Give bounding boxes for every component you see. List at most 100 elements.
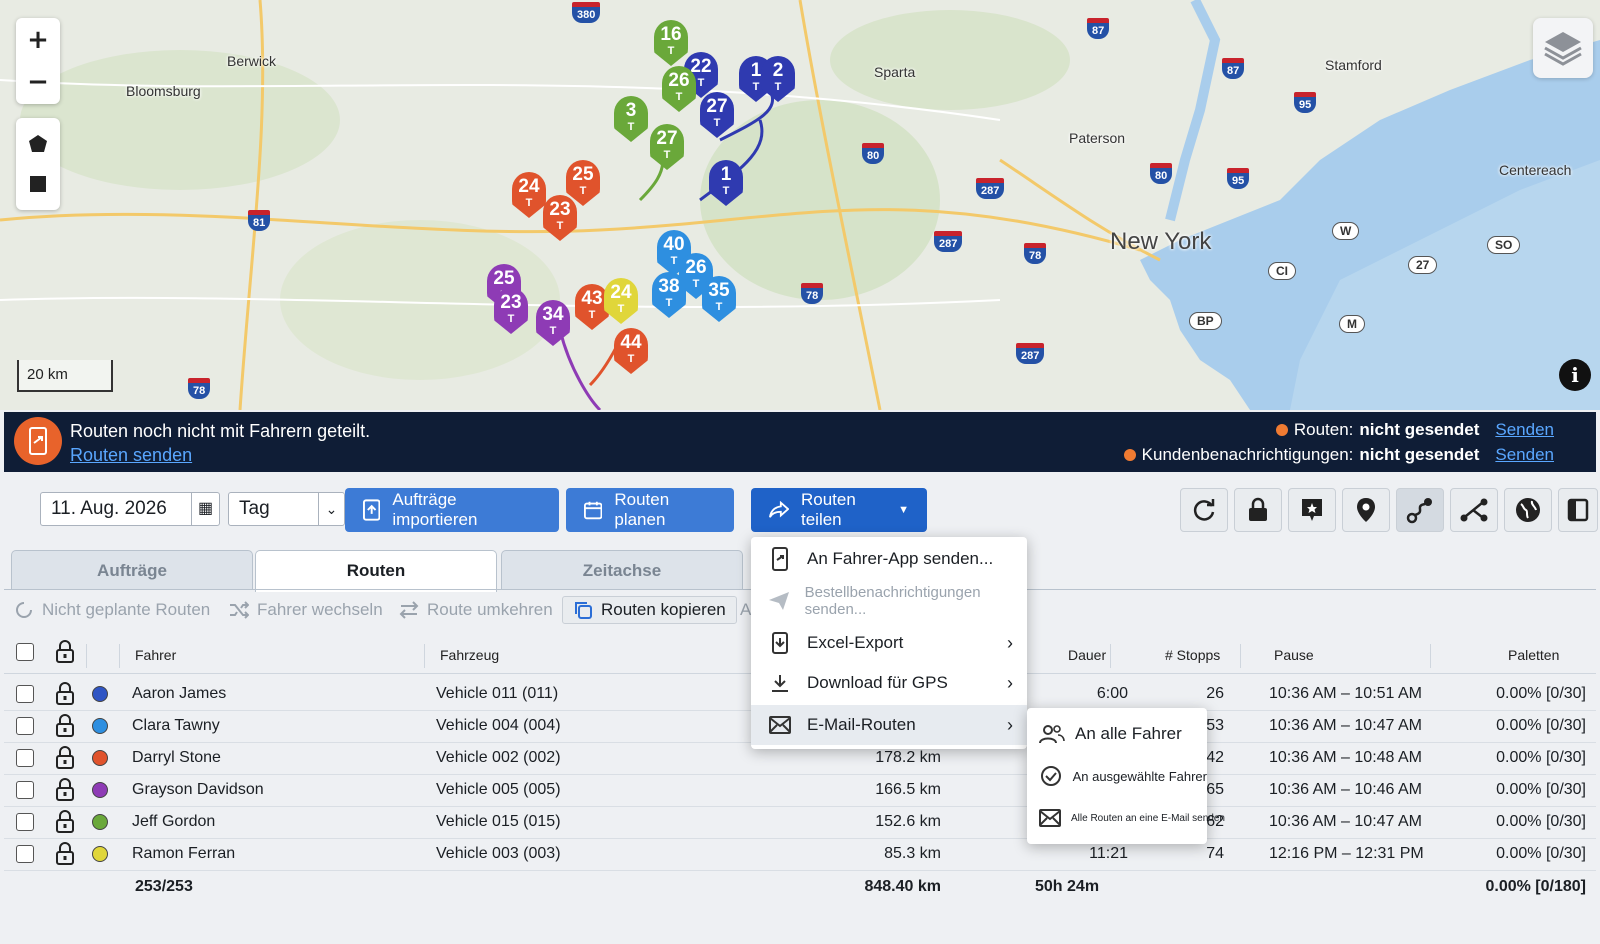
unlock-icon[interactable] bbox=[54, 745, 76, 771]
totals-count: 253/253 bbox=[135, 878, 193, 895]
highway-shield: 87 bbox=[1087, 18, 1110, 39]
cell-pallets: 0.00% [0/30] bbox=[1496, 717, 1586, 734]
totals-duration: 50h 24m bbox=[1035, 878, 1100, 895]
zoom-out-button[interactable]: − bbox=[27, 67, 49, 97]
tab-routes[interactable]: Routen bbox=[255, 550, 497, 592]
zoom-in-button[interactable]: + bbox=[27, 25, 49, 55]
unlock-icon[interactable] bbox=[54, 681, 76, 707]
row-checkbox[interactable] bbox=[16, 717, 34, 735]
menu-email-routes-label: E-Mail-Routen bbox=[807, 715, 916, 734]
swap-driver-button[interactable]: Fahrer wechseln bbox=[229, 600, 383, 620]
menu-download-gps[interactable]: Download für GPS › bbox=[751, 663, 1027, 703]
truncated-action[interactable]: A bbox=[740, 600, 751, 620]
unlock-icon[interactable] bbox=[54, 809, 76, 835]
map-pin[interactable]: 27 T bbox=[650, 124, 684, 170]
menu-email-routes[interactable]: E-Mail-Routen › bbox=[751, 705, 1027, 745]
cell-distance: 85.3 km bbox=[884, 845, 941, 862]
layers-icon bbox=[1544, 32, 1582, 66]
spinner-icon bbox=[16, 602, 32, 618]
menu-send-driver-app[interactable]: An Fahrer-App senden... bbox=[751, 539, 1027, 579]
column-separator bbox=[1110, 644, 1111, 668]
cell-driver: Aaron James bbox=[132, 685, 227, 702]
cell-vehicle: Vehicle 011 (011) bbox=[436, 685, 559, 702]
header-duration[interactable]: Dauer bbox=[1068, 647, 1107, 663]
menu-excel-export[interactable]: Excel-Export › bbox=[751, 623, 1027, 663]
cell-break: 10:36 AM – 10:51 AM bbox=[1269, 685, 1422, 702]
select-all-checkbox[interactable] bbox=[16, 643, 34, 661]
submenu-single-email[interactable]: Alle Routen an eine E-Mail senden bbox=[1027, 798, 1225, 838]
send-routes-action[interactable]: Senden bbox=[1495, 420, 1554, 439]
split-route-button[interactable] bbox=[1450, 488, 1498, 532]
unlock-icon[interactable] bbox=[54, 841, 76, 867]
submenu-all-drivers[interactable]: An alle Fahrer bbox=[1027, 714, 1207, 754]
cell-driver: Jeff Gordon bbox=[132, 813, 216, 830]
map-view[interactable]: + − Berwick Bloomsburg Sparta Paterson S… bbox=[0, 0, 1600, 410]
unlock-icon[interactable] bbox=[54, 777, 76, 803]
global-view-button[interactable] bbox=[1504, 488, 1552, 532]
layers-button[interactable] bbox=[1533, 18, 1593, 78]
reverse-route-button[interactable]: Route umkehren bbox=[399, 600, 553, 620]
map-city-label: Paterson bbox=[1069, 130, 1126, 146]
highway-shield: 78 bbox=[801, 283, 824, 304]
table-row[interactable]: Grayson Davidson Vehicle 005 (005) 166.5 k… bbox=[4, 774, 1596, 807]
header-break[interactable]: Pause bbox=[1274, 647, 1314, 663]
table-row[interactable]: Ramon Ferran Vehicle 003 (003) 85.3 km 11:2… bbox=[4, 838, 1596, 871]
header-driver[interactable]: Fahrer bbox=[135, 647, 177, 663]
copy-routes-button[interactable]: Routen kopieren bbox=[562, 596, 737, 624]
submenu-selected-drivers[interactable]: An ausgewählte Fahrer bbox=[1027, 756, 1207, 796]
polygon-draw-icon[interactable] bbox=[26, 124, 50, 164]
rectangle-draw-icon[interactable] bbox=[26, 164, 50, 204]
location-button[interactable] bbox=[1342, 488, 1390, 532]
menu-send-order-notifications[interactable]: Bestellbenachrichtigungen senden... bbox=[751, 581, 1027, 621]
import-orders-button[interactable]: Aufträge importieren bbox=[345, 488, 559, 532]
header-pallets[interactable]: Paletten bbox=[1508, 647, 1560, 663]
menu-download-gps-label: Download für GPS bbox=[807, 673, 948, 692]
cell-break: 12:16 PM – 12:31 PM bbox=[1269, 845, 1424, 862]
highway-shield: 287 bbox=[976, 178, 1005, 199]
table-row[interactable]: Jeff Gordon Vehicle 015 (015) 152.6 km 62 10… bbox=[4, 806, 1596, 839]
unplanned-routes-button[interactable]: Nicht geplante Routen bbox=[14, 600, 210, 620]
send-routes-link[interactable]: Routen senden bbox=[70, 445, 193, 465]
lock-routes-button[interactable] bbox=[1234, 488, 1282, 532]
route-color-dot bbox=[92, 686, 108, 702]
highway-shield: 287 bbox=[934, 231, 963, 252]
route-view-button[interactable] bbox=[1396, 488, 1444, 532]
favorite-pin-button[interactable] bbox=[1288, 488, 1336, 532]
cell-duration: 6:00 bbox=[1096, 685, 1128, 702]
date-picker[interactable]: 11. Aug. 2026 ▦ bbox=[40, 492, 220, 526]
period-select[interactable]: Tag ⌄ bbox=[228, 492, 345, 526]
cell-driver: Darryl Stone bbox=[132, 749, 221, 766]
share-routes-button[interactable]: Routen teilen ▼ bbox=[751, 488, 927, 532]
refresh-button[interactable] bbox=[1180, 488, 1228, 532]
tab-timeline[interactable]: Zeitachse bbox=[501, 550, 743, 590]
notifications-status-value: nicht gesendet bbox=[1359, 445, 1480, 464]
cell-break: 10:36 AM – 10:48 AM bbox=[1269, 749, 1422, 766]
panel-toggle-button[interactable] bbox=[1558, 488, 1598, 532]
map-scale: 20 km bbox=[17, 360, 113, 392]
header-vehicle[interactable]: Fahrzeug bbox=[440, 647, 500, 663]
table-row[interactable]: Darryl Stone Vehicle 002 (002) 178.2 km 42 1… bbox=[4, 742, 1596, 775]
location-pin-icon bbox=[1357, 498, 1375, 522]
route-marker: 27 bbox=[1408, 256, 1438, 274]
row-checkbox[interactable] bbox=[16, 685, 34, 703]
tab-orders[interactable]: Aufträge bbox=[11, 550, 253, 590]
table-row[interactable]: Aaron James Vehicle 011 (011) 6:00 26 10:36 … bbox=[4, 678, 1596, 711]
highway-shield: 287 bbox=[1016, 343, 1045, 364]
plan-routes-button[interactable]: Routen planen bbox=[566, 488, 734, 532]
submenu-selected-drivers-label: An ausgewählte Fahrer bbox=[1072, 768, 1207, 784]
row-checkbox[interactable] bbox=[16, 781, 34, 799]
row-checkbox[interactable] bbox=[16, 749, 34, 767]
header-stops[interactable]: # Stopps bbox=[1165, 647, 1221, 663]
highway-shield: 380 bbox=[572, 2, 601, 23]
map-info-button[interactable]: i bbox=[1559, 359, 1591, 391]
row-checkbox[interactable] bbox=[16, 845, 34, 863]
unlock-icon[interactable] bbox=[54, 713, 76, 739]
map-city-label: Bloomsburg bbox=[126, 83, 201, 99]
row-checkbox[interactable] bbox=[16, 813, 34, 831]
calendar-icon[interactable]: ▦ bbox=[191, 493, 219, 525]
draw-tools bbox=[16, 118, 60, 210]
send-notifications-action[interactable]: Senden bbox=[1495, 445, 1554, 464]
refresh-icon bbox=[1193, 499, 1215, 521]
notifications-status: Kundenbenachrichtigungen: nicht gesendet… bbox=[1123, 445, 1554, 465]
chevron-right-icon: › bbox=[1007, 672, 1013, 693]
